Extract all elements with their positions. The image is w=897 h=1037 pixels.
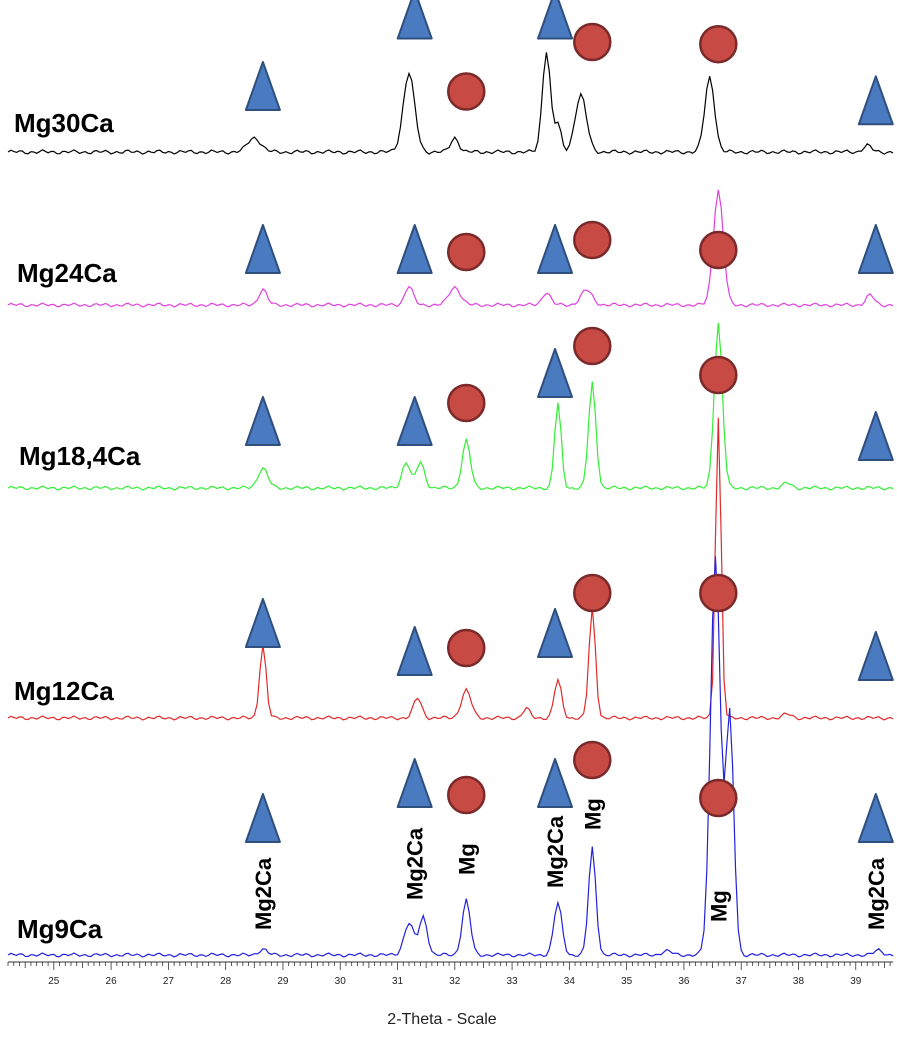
x-tick-label: 26: [106, 976, 118, 987]
mg2ca-triangle-marker: [537, 348, 574, 398]
x-tick-label: 29: [277, 976, 289, 987]
x-axis: 25 26 27 28 29 30 31 32 33 34 35 36 37 38 39 2-Theta - …: [7, 961, 893, 1028]
mg-circle-marker: [573, 22, 612, 62]
x-tick-label: 30: [335, 976, 347, 987]
mg-circle-marker: [573, 573, 612, 613]
x-tick-label: 37: [736, 976, 748, 987]
mg2ca-triangle-marker: [857, 411, 894, 461]
series-group: Mg24Ca: [7, 189, 894, 308]
x-tick-label: 38: [793, 976, 805, 987]
x-tick-label: 32: [449, 976, 461, 987]
mg2ca-triangle-marker: [244, 396, 281, 446]
x-tick-label: 39: [850, 976, 862, 987]
phase-label: Mg: [580, 798, 605, 830]
series-label: Mg18,4Ca: [19, 441, 141, 471]
phase-label: Mg2Ca: [864, 857, 889, 930]
x-tick-label: 36: [678, 976, 690, 987]
mg2ca-triangle-marker: [396, 396, 433, 446]
x-tick-label: 33: [507, 976, 519, 987]
mg2ca-triangle-marker: [537, 0, 574, 40]
x-tick-label: 28: [220, 976, 232, 987]
phase-label: Mg2Ca: [251, 857, 276, 930]
mg-circle-marker: [573, 740, 612, 780]
mg2ca-triangle-marker: [396, 758, 433, 808]
mg-circle-marker: [699, 573, 738, 613]
series-group: Mg30Ca: [7, 52, 894, 155]
mg2ca-triangle-marker: [244, 793, 281, 843]
series-group: Mg18,4Ca: [7, 322, 894, 491]
mg-circle-marker: [699, 778, 738, 818]
mg2ca-triangle-marker: [396, 0, 433, 40]
phase-label: Mg2Ca: [403, 827, 428, 900]
mg-circle-marker: [447, 232, 486, 272]
x-tick-label: 35: [621, 976, 633, 987]
series-line: [7, 556, 894, 958]
x-tick-label: 34: [564, 976, 576, 987]
mg2ca-triangle-marker: [244, 224, 281, 274]
mg2ca-triangle-marker: [396, 224, 433, 274]
x-axis-title: 2-Theta - Scale: [387, 1011, 496, 1028]
mg-circle-marker: [447, 775, 486, 815]
phase-label: Mg: [454, 843, 479, 875]
mg2ca-triangle-marker: [857, 224, 894, 274]
x-tick-label: 27: [163, 976, 175, 987]
mg2ca-triangle-marker: [244, 61, 281, 111]
mg2ca-triangle-marker: [537, 608, 574, 658]
mg2ca-triangle-marker: [396, 626, 433, 676]
series-line: [7, 189, 894, 308]
series-line: [7, 322, 894, 491]
x-tick-label: 31: [392, 976, 404, 987]
mg-circle-marker: [447, 383, 486, 423]
mg2ca-triangle-marker: [537, 224, 574, 274]
mg-circle-marker: [447, 72, 486, 111]
mg2ca-triangle-marker: [857, 75, 894, 126]
mg2ca-triangle-marker: [857, 793, 894, 843]
series-label: Mg12Ca: [14, 676, 114, 706]
mg-circle-marker: [699, 24, 738, 64]
series-label: Mg24Ca: [17, 258, 117, 288]
mg2ca-triangle-marker: [857, 631, 894, 681]
series-label: Mg9Ca: [17, 914, 103, 944]
mg-circle-marker: [447, 628, 486, 668]
phase-label: Mg2Ca: [543, 815, 568, 888]
mg2ca-triangle-marker: [244, 598, 281, 648]
mg2ca-triangle-marker: [537, 758, 574, 808]
mg-circle-marker: [573, 326, 612, 366]
phase-label: Mg: [706, 890, 731, 922]
series-line: [7, 52, 894, 155]
series-group: Mg12Ca: [7, 417, 894, 721]
series-line: [7, 417, 894, 721]
series-label: Mg30Ca: [14, 108, 114, 138]
mg-circle-marker: [699, 355, 738, 395]
x-tick-label: 25: [48, 976, 60, 987]
mg-circle-marker: [573, 220, 612, 260]
series-group: Mg9Ca: [7, 556, 894, 958]
mg-circle-marker: [699, 230, 738, 270]
